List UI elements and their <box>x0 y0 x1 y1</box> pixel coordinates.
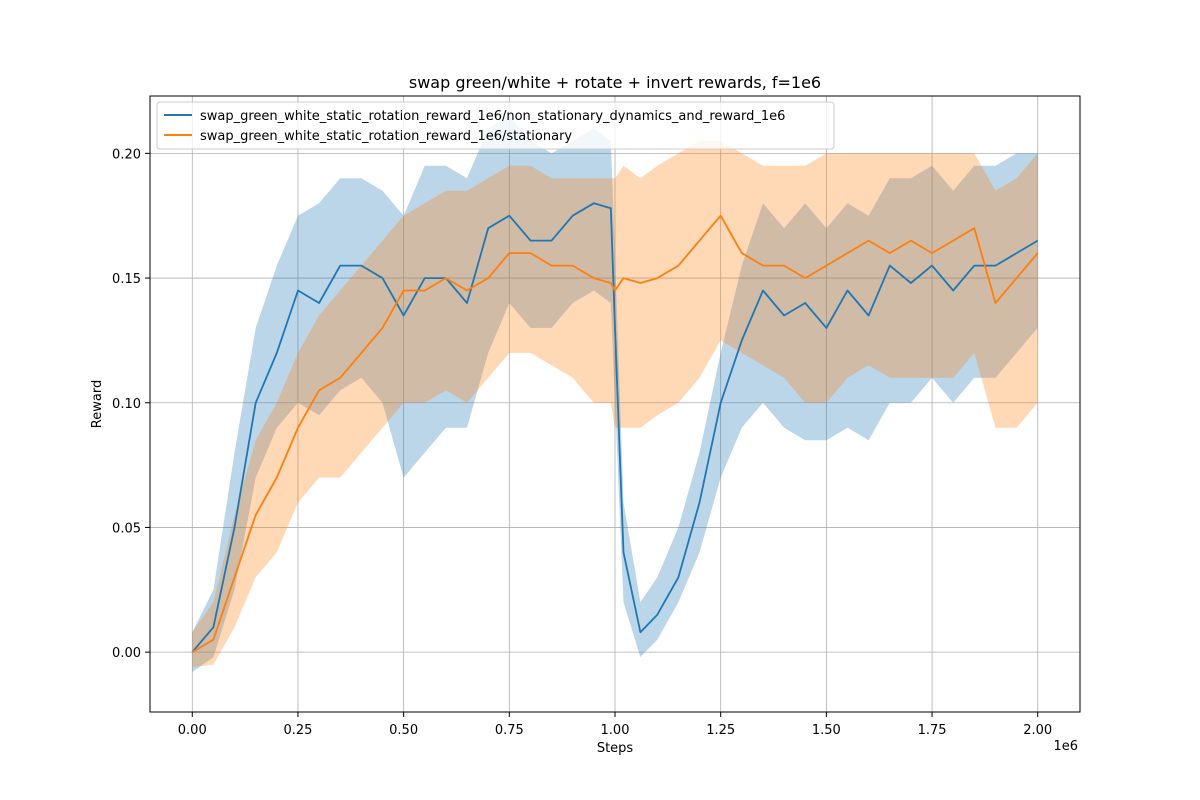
x-tick-label: 2.00 <box>1023 723 1052 738</box>
x-tick-label: 0.50 <box>389 723 418 738</box>
legend: swap_green_white_static_rotation_reward_… <box>156 101 835 150</box>
y-axis-label: Reward <box>90 380 105 428</box>
y-tick-label: 0.00 <box>112 646 141 661</box>
x-axis-ticks: 0.00 0.25 0.50 0.75 1.00 1.25 1.50 1.75 2.00 <box>178 712 1052 738</box>
confidence-band-non-stationary <box>192 116 1038 673</box>
y-tick-label: 0.15 <box>112 272 141 287</box>
y-axis-ticks: 0.00 0.05 0.10 0.15 0.20 <box>112 147 150 661</box>
legend-label-stationary: swap_green_white_static_rotation_reward_… <box>200 129 572 144</box>
series-line-stationary <box>191 214 1039 653</box>
legend-frame <box>156 101 835 150</box>
x-tick-label: 1.00 <box>601 723 630 738</box>
x-axis-label: Steps <box>597 741 634 756</box>
y-tick-label: 0.20 <box>112 147 141 162</box>
x-tick-label: 1.50 <box>812 723 841 738</box>
confidence-bands <box>192 116 1038 673</box>
x-tick-label: 1.75 <box>918 723 947 738</box>
x-tick-label: 1.25 <box>706 723 735 738</box>
legend-label-non-stationary: swap_green_white_static_rotation_reward_… <box>200 109 785 124</box>
y-tick-label: 0.05 <box>112 521 141 536</box>
confidence-band-stationary <box>192 140 1038 668</box>
chart-title: swap green/white + rotate + invert rewar… <box>409 73 821 92</box>
series-lines <box>191 202 1039 653</box>
series-line-non-stationary <box>191 202 1039 653</box>
y-tick-label: 0.10 <box>112 397 141 412</box>
x-tick-label: 0.75 <box>495 723 524 738</box>
x-tick-label: 0.00 <box>178 723 207 738</box>
x-axis-offset-label: 1e6 <box>1053 739 1078 754</box>
x-tick-label: 0.25 <box>283 723 312 738</box>
